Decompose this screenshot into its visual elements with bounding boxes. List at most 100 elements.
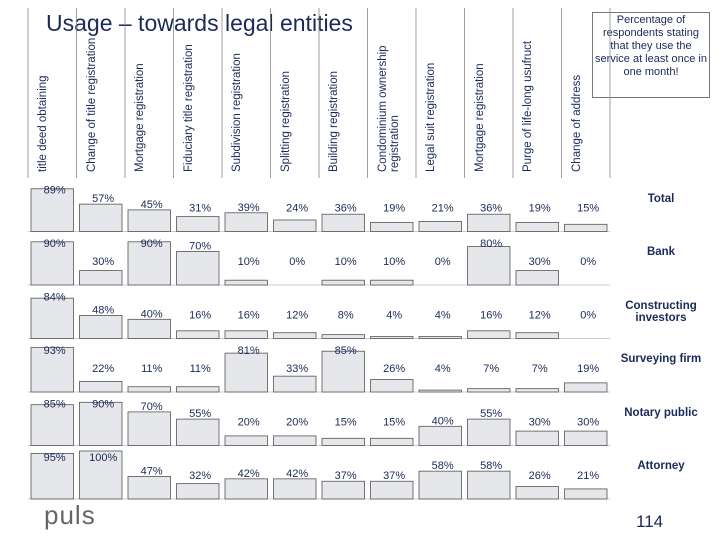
bar	[321, 334, 365, 339]
bar	[127, 241, 171, 286]
column-header: title deed obtaining	[37, 75, 50, 172]
row-name: Notary public	[624, 406, 698, 419]
bar	[370, 221, 414, 232]
value-label: 40%	[141, 308, 163, 320]
bar	[467, 246, 511, 286]
bar	[370, 336, 414, 339]
bar	[321, 437, 365, 446]
bar	[321, 213, 365, 232]
value-label: 55%	[189, 408, 211, 420]
bar	[30, 297, 74, 339]
column-header: Legal suit registration	[425, 62, 438, 172]
value-label: 30%	[529, 417, 551, 429]
bar	[467, 330, 511, 339]
value-label: 20%	[238, 417, 260, 429]
bar	[176, 250, 220, 286]
bar	[224, 478, 268, 500]
bar	[321, 480, 365, 500]
value-label: 10%	[335, 256, 357, 268]
value-label: 40%	[432, 415, 454, 427]
value-label: 39%	[238, 202, 260, 214]
value-label: 36%	[480, 203, 502, 215]
bar	[30, 452, 74, 500]
value-label: 19%	[383, 203, 405, 215]
bar	[321, 279, 365, 286]
value-label: 16%	[480, 310, 502, 322]
value-label: 37%	[383, 470, 405, 482]
bar	[564, 488, 608, 500]
bar	[273, 332, 317, 339]
bar	[224, 212, 268, 232]
column-header: Building registration	[328, 70, 341, 172]
value-label: 11%	[190, 363, 211, 375]
bar	[515, 430, 559, 446]
bar	[224, 330, 268, 339]
value-label: 11%	[141, 363, 162, 375]
value-label: 95%	[44, 452, 66, 464]
bar	[127, 318, 171, 339]
bar	[467, 470, 511, 500]
bar	[176, 330, 220, 339]
bar	[370, 437, 414, 446]
value-label: 19%	[577, 363, 599, 375]
value-label: 16%	[238, 310, 260, 322]
bar	[224, 352, 268, 393]
bar	[79, 270, 123, 286]
bar	[176, 418, 220, 446]
value-label: 4%	[435, 363, 451, 375]
value-label: 16%	[189, 310, 211, 322]
column-header: Change of address	[570, 74, 583, 172]
value-label: 85%	[335, 345, 357, 357]
value-label: 4%	[386, 310, 402, 322]
value-label: 80%	[480, 238, 502, 250]
bar	[515, 388, 559, 393]
value-label: 22%	[92, 363, 114, 375]
bar	[127, 476, 171, 500]
value-label: 12%	[286, 310, 308, 322]
value-label: 81%	[238, 345, 260, 357]
bar	[370, 279, 414, 286]
bar	[273, 435, 317, 446]
value-label: 47%	[141, 465, 163, 477]
bar	[176, 216, 220, 232]
bar	[564, 223, 608, 232]
value-label: 7%	[532, 363, 548, 375]
column-header: Mortgage registration	[134, 63, 147, 172]
row-name: Bank	[646, 246, 676, 259]
row-name: Total	[647, 192, 675, 205]
value-label: 89%	[44, 185, 66, 197]
value-label: 30%	[529, 256, 551, 268]
value-label: 0%	[580, 256, 596, 268]
value-label: 26%	[383, 363, 405, 375]
column-header: Condominium ownership registration	[376, 45, 401, 172]
bar	[273, 375, 317, 393]
bar	[370, 480, 414, 500]
value-label: 55%	[480, 408, 502, 420]
bar	[30, 404, 74, 446]
value-label: 15%	[335, 417, 357, 429]
bar	[418, 425, 462, 446]
bar	[176, 483, 220, 500]
bar	[467, 388, 511, 393]
value-label: 4%	[435, 310, 451, 322]
value-label: 70%	[141, 401, 163, 413]
value-label: 7%	[483, 363, 499, 375]
value-label: 12%	[529, 310, 551, 322]
bar	[467, 418, 511, 446]
bar	[467, 213, 511, 232]
value-label: 24%	[286, 203, 308, 215]
value-label: 21%	[577, 470, 599, 482]
bar	[127, 411, 171, 446]
bar	[418, 470, 462, 500]
value-label: 42%	[238, 468, 260, 480]
row-name: Constructing investors	[625, 299, 697, 324]
value-label: 26%	[529, 470, 551, 482]
value-label: 42%	[286, 468, 308, 480]
bar	[515, 221, 559, 232]
value-label: 30%	[92, 256, 114, 268]
bar	[418, 221, 462, 232]
value-label: 90%	[92, 399, 114, 411]
bar	[418, 389, 462, 393]
